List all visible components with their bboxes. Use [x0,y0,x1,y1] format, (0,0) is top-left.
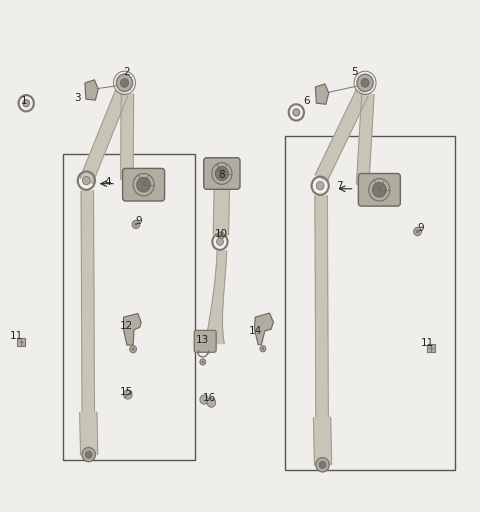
Circle shape [319,461,326,468]
Circle shape [316,182,324,190]
Circle shape [116,74,132,92]
Text: 10: 10 [216,229,228,239]
Circle shape [137,178,150,192]
Text: 12: 12 [120,321,133,331]
Polygon shape [313,417,332,465]
Circle shape [260,346,266,352]
Circle shape [85,451,92,458]
Polygon shape [254,313,274,345]
Circle shape [216,166,228,181]
Text: 2: 2 [123,67,130,77]
Polygon shape [315,90,368,181]
Circle shape [130,346,136,353]
Circle shape [262,347,264,350]
Circle shape [416,230,419,233]
Polygon shape [315,196,328,416]
Text: 3: 3 [74,93,81,103]
Text: 13: 13 [196,335,209,345]
Text: 11: 11 [10,331,24,342]
Polygon shape [213,186,229,235]
Circle shape [82,447,96,462]
Polygon shape [205,251,227,344]
Circle shape [132,348,134,351]
Circle shape [200,395,208,404]
Text: 9: 9 [135,217,142,226]
Circle shape [83,177,90,185]
Polygon shape [357,94,374,185]
Text: 7: 7 [336,181,343,191]
Bar [285,136,455,470]
Text: 16: 16 [203,393,216,402]
Circle shape [132,220,140,228]
Text: 6: 6 [303,96,310,105]
FancyBboxPatch shape [359,174,400,206]
Text: 5: 5 [351,67,358,77]
Circle shape [200,359,205,365]
Circle shape [414,227,421,236]
Circle shape [217,232,224,239]
Text: 4: 4 [104,177,111,187]
Text: 15: 15 [120,388,133,397]
Polygon shape [123,313,141,345]
Circle shape [357,74,373,92]
Circle shape [372,182,386,197]
Text: 1: 1 [21,96,28,105]
Circle shape [219,234,222,237]
Polygon shape [85,80,98,100]
Circle shape [293,109,300,116]
Polygon shape [315,84,329,104]
Circle shape [207,398,216,407]
Circle shape [23,100,30,107]
Text: 9: 9 [417,223,424,233]
FancyBboxPatch shape [194,330,216,352]
Circle shape [123,390,132,399]
Text: 11: 11 [420,337,434,348]
Circle shape [361,78,369,87]
Bar [63,154,195,460]
Polygon shape [81,191,95,411]
Text: 14: 14 [249,326,262,336]
Circle shape [202,360,204,364]
Circle shape [120,78,129,87]
Polygon shape [120,94,133,180]
Circle shape [316,458,329,472]
Circle shape [216,238,223,245]
Polygon shape [80,412,98,455]
Circle shape [134,223,138,226]
FancyBboxPatch shape [122,168,165,201]
Polygon shape [80,90,128,183]
Text: 8: 8 [218,169,225,180]
FancyBboxPatch shape [204,158,240,189]
